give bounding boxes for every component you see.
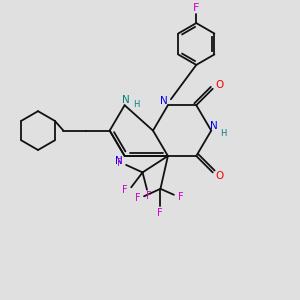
Text: H: H	[133, 100, 139, 109]
Text: F: F	[178, 192, 183, 202]
Text: F: F	[157, 208, 163, 218]
Text: O: O	[215, 171, 224, 181]
Text: N: N	[122, 95, 130, 105]
Text: F: F	[146, 191, 151, 201]
Text: F: F	[135, 193, 140, 203]
Text: F: F	[117, 158, 122, 168]
Text: N: N	[160, 96, 167, 106]
Text: H: H	[220, 129, 227, 138]
Text: F: F	[193, 3, 200, 13]
Text: O: O	[215, 80, 224, 90]
Text: F: F	[122, 185, 128, 195]
Text: N: N	[116, 156, 123, 166]
Text: N: N	[210, 121, 218, 131]
